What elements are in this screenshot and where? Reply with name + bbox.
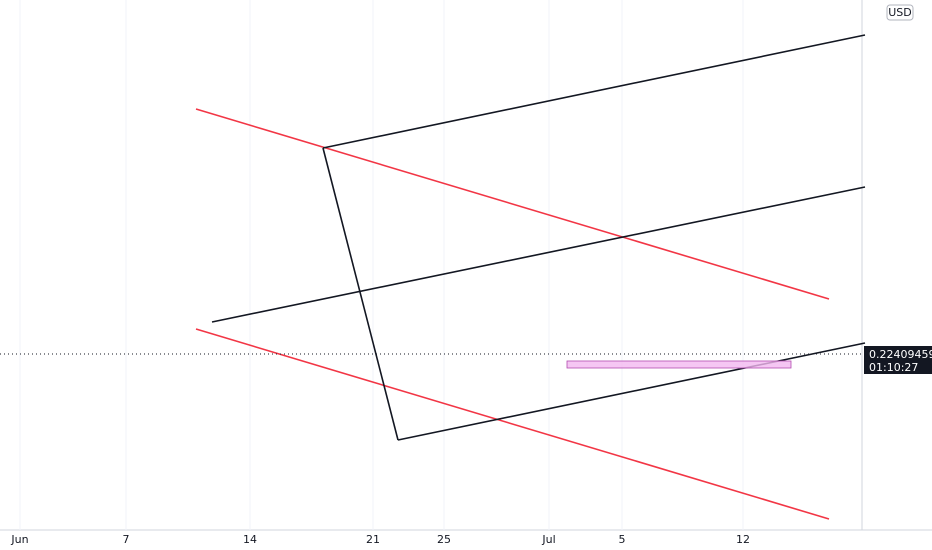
currency-badge[interactable]: USD [886, 4, 914, 21]
x-tick-label: 5 [619, 533, 626, 546]
pitchfork-lower-line[interactable] [397, 342, 866, 441]
red-channel-upper-line[interactable] [195, 108, 830, 300]
support-zone-box[interactable] [566, 360, 792, 369]
x-tick-label: Jul [541, 533, 555, 546]
red-channel-lower-line[interactable] [195, 328, 830, 520]
drawings [0, 34, 866, 520]
pitchfork-handle-line[interactable] [322, 147, 399, 441]
currency-label: USD [888, 6, 912, 19]
grid [19, 0, 744, 530]
pitchfork-median-line[interactable] [211, 186, 866, 323]
x-tick-label: 14 [243, 533, 257, 546]
x-tick-label: 25 [437, 533, 451, 546]
x-tick-label: 7 [123, 533, 130, 546]
last-price-value: 0.22409459 [869, 348, 932, 361]
x-tick-label: 12 [736, 533, 750, 546]
x-tick-label: 21 [366, 533, 380, 546]
time-axis[interactable]: Jun 7 14 21 25 Jul 5 12 [10, 533, 750, 546]
pitchfork-upper-line[interactable] [322, 34, 866, 149]
x-tick-label: Jun [10, 533, 28, 546]
last-price-label: 0.22409459 01:10:27 [864, 346, 932, 374]
countdown-value: 01:10:27 [869, 361, 918, 374]
